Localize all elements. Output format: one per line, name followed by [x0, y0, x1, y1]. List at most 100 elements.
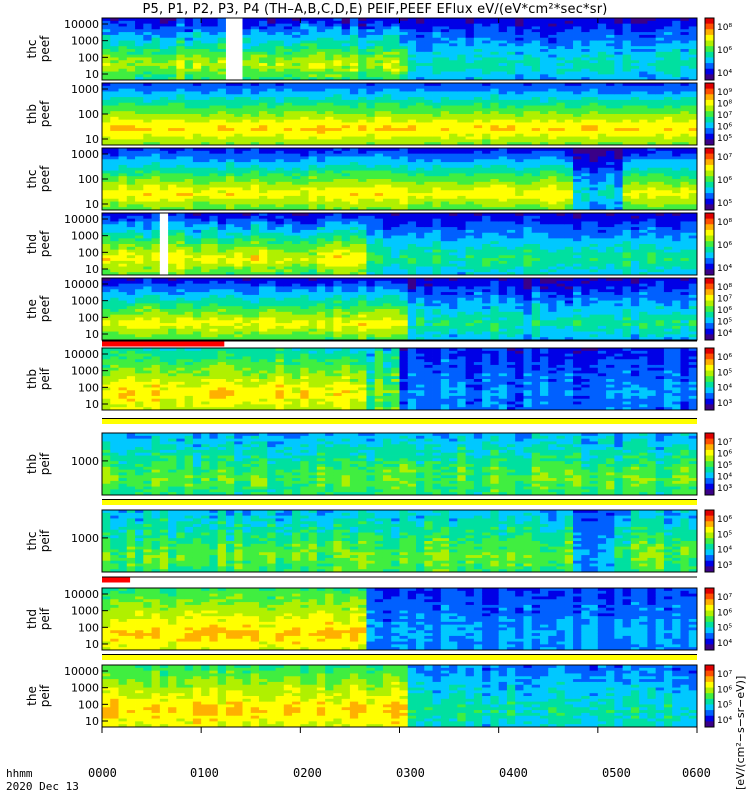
- heatmap-cell: [473, 148, 483, 152]
- heatmap-cell: [143, 153, 152, 157]
- heatmap-cell: [292, 173, 301, 177]
- heatmap-cell: [126, 37, 136, 41]
- heatmap-cell: [300, 195, 309, 200]
- heatmap-cell: [424, 49, 433, 53]
- heatmap-cell: [159, 29, 169, 33]
- heatmap-cell: [589, 23, 599, 27]
- heatmap-cell: [225, 57, 235, 61]
- heatmap-cell: [267, 65, 276, 70]
- heatmap-cell: [118, 215, 128, 220]
- heatmap-cell: [184, 51, 194, 56]
- heatmap-cell: [250, 65, 260, 70]
- heatmap-cell: [416, 105, 425, 109]
- heatmap-cell: [531, 20, 541, 25]
- heatmap-cell: [680, 139, 690, 143]
- heatmap-cell: [275, 130, 285, 135]
- heatmap-cell: [523, 97, 533, 101]
- colorbar-swatch: [705, 148, 714, 155]
- heatmap-cell: [349, 148, 359, 152]
- heatmap-cell: [663, 74, 673, 78]
- heatmap-cell: [184, 167, 194, 171]
- heatmap-cell: [209, 179, 219, 183]
- heatmap-cell: [333, 37, 343, 41]
- heatmap-cell: [663, 97, 673, 101]
- heatmap-cell: [151, 40, 161, 44]
- heatmap-cell: [647, 29, 657, 33]
- heatmap-cell: [102, 224, 111, 228]
- heatmap-cell: [581, 54, 590, 58]
- heatmap-cell: [118, 32, 128, 36]
- heatmap-cell: [349, 26, 359, 30]
- heatmap-cell: [680, 60, 690, 64]
- heatmap-cell: [143, 164, 152, 169]
- heatmap-cell: [539, 65, 549, 70]
- heatmap-cell: [556, 18, 566, 22]
- heatmap-cell: [581, 122, 590, 126]
- heatmap-cell: [457, 63, 467, 67]
- heatmap-cell: [300, 32, 309, 36]
- heatmap-cell: [506, 57, 516, 61]
- heatmap-cell: [440, 111, 450, 115]
- heatmap-cell: [407, 99, 417, 104]
- colorbar: [705, 83, 714, 146]
- heatmap-cell: [506, 63, 516, 67]
- heatmap-cell: [539, 46, 549, 50]
- heatmap-cell: [391, 99, 400, 104]
- heatmap-cell: [333, 97, 343, 101]
- heatmap-cell: [639, 57, 648, 61]
- heatmap-cell: [457, 193, 467, 197]
- heatmap-cell: [135, 164, 144, 169]
- heatmap-cell: [316, 99, 326, 104]
- heatmap-cell: [151, 204, 161, 208]
- heatmap-cell: [333, 176, 343, 180]
- heatmap-cell: [382, 195, 392, 200]
- heatmap-cell: [217, 179, 227, 183]
- heatmap-cell: [606, 193, 615, 197]
- heatmap-cell: [473, 63, 483, 67]
- heatmap-cell: [126, 23, 136, 27]
- heatmap-cell: [316, 49, 326, 53]
- heatmap-cell: [606, 63, 615, 67]
- heatmap-cell: [283, 164, 293, 169]
- heatmap-cell: [589, 57, 599, 61]
- heatmap-cell: [639, 173, 648, 177]
- heatmap-cell: [135, 246, 144, 251]
- heatmap-cell: [539, 173, 549, 177]
- heatmap-cell: [506, 190, 516, 194]
- heatmap-cell: [548, 40, 557, 44]
- heatmap-cell: [515, 97, 524, 101]
- heatmap-cell: [151, 215, 161, 220]
- heatmap-cell: [316, 57, 326, 61]
- heatmap-cell: [531, 32, 541, 36]
- heatmap-cell: [531, 150, 541, 155]
- heatmap-cell: [597, 85, 607, 90]
- heatmap-cell: [159, 65, 169, 70]
- heatmap-cell: [143, 116, 152, 121]
- heatmap-cell: [209, 65, 219, 70]
- heatmap-cell: [374, 46, 384, 50]
- heatmap-cell: [192, 181, 202, 186]
- heatmap-cell: [548, 32, 557, 36]
- heatmap-cell: [606, 198, 615, 202]
- heatmap-cell: [209, 54, 219, 58]
- heatmap-cell: [110, 156, 119, 160]
- heatmap-cell: [126, 207, 136, 211]
- heatmap-cell: [325, 142, 334, 146]
- heatmap-cell: [432, 63, 442, 67]
- heatmap-cell: [209, 18, 219, 22]
- heatmap-cell: [325, 181, 334, 186]
- heatmap-cell: [135, 195, 144, 200]
- heatmap-cell: [176, 170, 186, 174]
- heatmap-cell: [118, 218, 128, 222]
- heatmap-cell: [118, 114, 128, 118]
- heatmap-cell: [399, 102, 409, 106]
- heatmap-cell: [630, 37, 640, 41]
- heatmap-cell: [432, 102, 442, 106]
- heatmap-cell: [176, 99, 186, 104]
- heatmap-cell: [259, 133, 268, 137]
- heatmap-cell: [680, 156, 690, 160]
- heatmap-cell: [358, 190, 367, 194]
- heatmap-cell: [201, 190, 210, 194]
- heatmap-cell: [102, 184, 111, 188]
- heatmap-cell: [151, 179, 161, 183]
